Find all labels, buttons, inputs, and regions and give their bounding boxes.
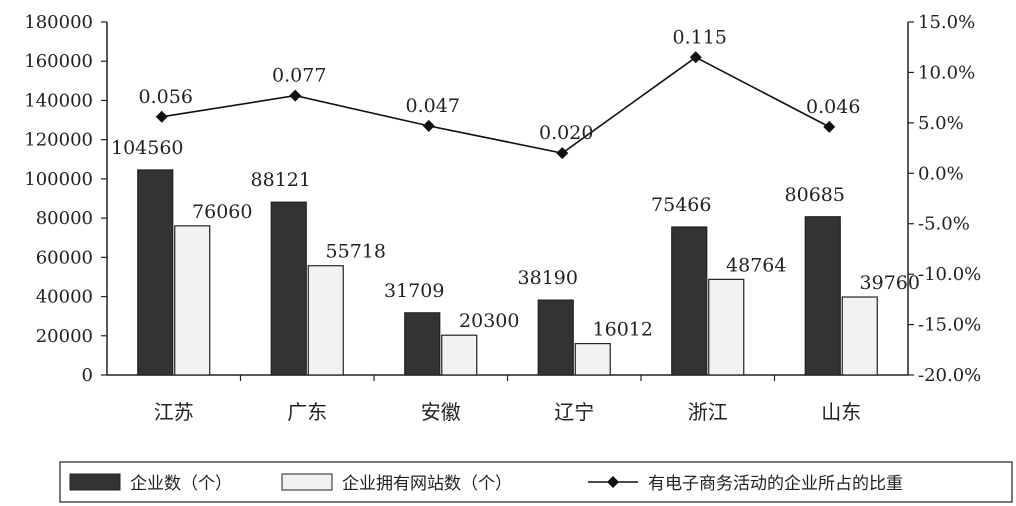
website-count-label: 20300 (459, 310, 519, 332)
left-tick-label: 120000 (24, 130, 93, 151)
enterprise-count-bar (137, 169, 174, 376)
category-label: 安徽 (421, 400, 461, 424)
website-count-bar (841, 296, 878, 376)
ratio-label: 0.020 (539, 122, 593, 144)
left-tick-label: 100000 (24, 169, 93, 190)
legend-label-ratio: 有电子商务活动的企业所占的比重 (648, 474, 903, 494)
ratio-point (556, 147, 569, 160)
website-count-bar (307, 265, 344, 376)
enterprise-count-label: 75466 (651, 194, 711, 216)
right-tick-label: 5.0% (918, 113, 964, 134)
left-tick-label: 80000 (36, 208, 93, 229)
enterprise-count-label: 38190 (518, 267, 578, 289)
website-count-bar (708, 278, 745, 376)
enterprise-count-bar (804, 216, 841, 376)
website-count-bar (441, 334, 478, 376)
enterprise-count-label: 88121 (251, 169, 311, 191)
ratio-point (823, 120, 836, 133)
legend: 企业数（个） 企业拥有网站数（个） 有电子商务活动的企业所占的比重 (59, 461, 1013, 503)
website-count-label: 39760 (860, 272, 920, 294)
right-tick-label: -5.0% (918, 214, 970, 235)
category-label: 山东 (821, 400, 861, 424)
right-tick-label: 10.0% (918, 62, 975, 83)
legend-label-website: 企业拥有网站数（个） (342, 474, 512, 494)
enterprise-count-bar (671, 226, 708, 376)
ratio-point (689, 51, 702, 64)
legend-marker-ratio (607, 476, 619, 488)
legend-swatch-website (281, 473, 333, 491)
enterprise-count-label: 80685 (785, 184, 845, 206)
enterprise-count-bar (404, 312, 441, 376)
right-tick-label: 15.0% (918, 12, 975, 33)
right-tick-label: -10.0% (918, 264, 981, 285)
enterprise-count-label: 104560 (111, 137, 184, 159)
left-tick-label: 180000 (24, 12, 93, 33)
website-count-bar (174, 225, 211, 376)
left-tick-label: 40000 (36, 287, 93, 308)
ratio-label: 0.046 (806, 96, 860, 118)
left-tick-label: 160000 (24, 51, 93, 72)
axes: 0 20000 40000 60000 80000 100000 120000 140000 1… (24, 12, 981, 424)
right-tick-label: -15.0% (918, 315, 981, 336)
left-tick-label: 60000 (36, 247, 93, 268)
ratio-label: 0.047 (406, 95, 460, 117)
category-label: 江苏 (154, 400, 194, 424)
enterprise-count-bar (537, 299, 574, 376)
left-tick-label: 20000 (36, 326, 93, 347)
website-count-label: 16012 (593, 319, 653, 341)
ratio-label: 0.056 (139, 86, 193, 108)
left-tick-label: 140000 (24, 90, 93, 111)
right-tick-label: -20.0% (918, 365, 981, 386)
enterprise-count-bar (270, 201, 307, 376)
website-count-label: 55718 (326, 241, 386, 263)
legend-swatch-enterprise (69, 473, 121, 491)
category-label: 广东 (287, 400, 327, 424)
category-label: 浙江 (688, 400, 728, 424)
right-tick-label: 0.0% (918, 163, 964, 184)
data-labels: 104560 88121 31709 38190 75466 80685 76060 5571… (111, 26, 920, 340)
website-count-label: 48764 (726, 254, 786, 276)
ratio-line (155, 51, 836, 160)
bars (137, 169, 878, 376)
ratio-point (289, 89, 302, 102)
left-tick-label: 0 (82, 365, 93, 386)
ratio-point (155, 110, 168, 123)
legend-label-enterprise: 企业数（个） (130, 474, 232, 494)
ratio-point (422, 119, 435, 132)
ratio-label: 0.115 (673, 26, 727, 48)
legend-box (59, 461, 1013, 503)
ratio-label: 0.077 (272, 65, 326, 87)
website-count-bar (574, 342, 611, 376)
category-label: 辽宁 (554, 400, 594, 424)
ratio-line-path (161, 56, 830, 154)
website-count-label: 76060 (192, 201, 252, 223)
enterprise-count-label: 31709 (384, 280, 444, 302)
